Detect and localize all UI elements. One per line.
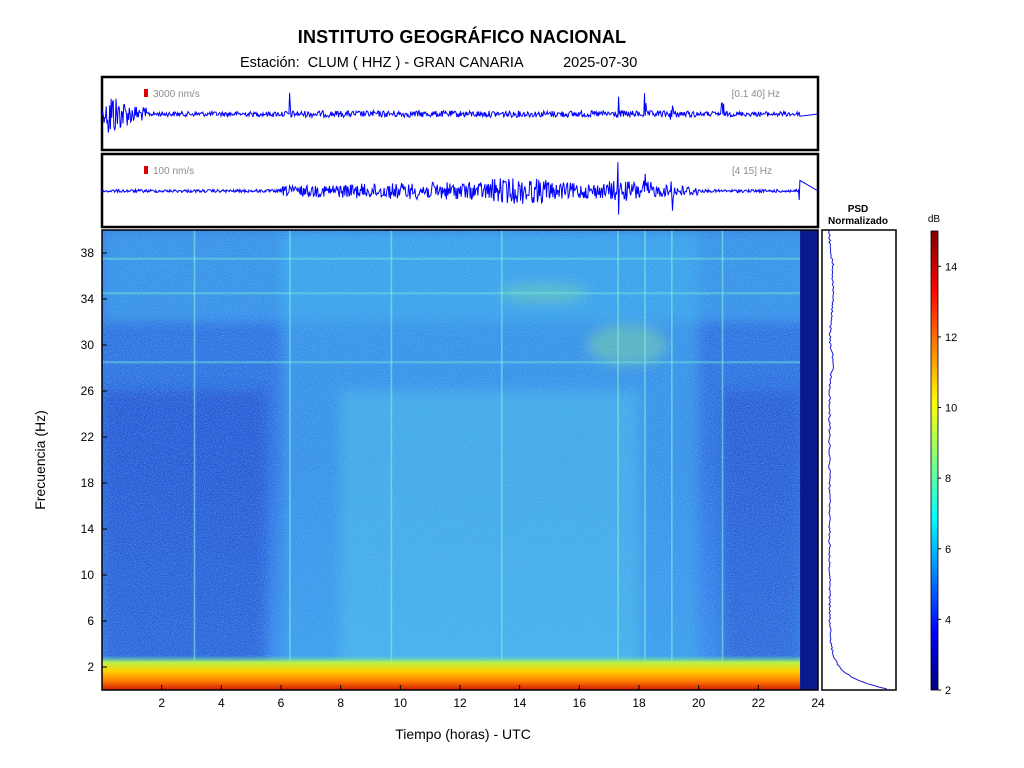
spectrogram-event-line (193, 230, 196, 690)
colorbar-tick-label: 4 (945, 614, 951, 626)
x-tick-label: 6 (278, 696, 285, 710)
chart-subtitle: Estación: CLUM ( HHZ ) - GRAN CANARIA 20… (240, 55, 637, 71)
colorbar-tick-label: 8 (945, 473, 951, 485)
spectrogram-event-line (500, 230, 503, 690)
scale-marker-filtered (144, 166, 148, 174)
y-tick-label: 14 (81, 522, 95, 536)
colorbar: dB 2 4 6 8 10 12 14 (928, 214, 957, 697)
psd-title-line2: Normalizado (828, 216, 888, 227)
y-tick-label: 38 (81, 246, 95, 260)
spectrogram-event-line (617, 230, 619, 690)
colorbar-unit: dB (928, 214, 941, 225)
x-tick-label: 16 (573, 696, 587, 710)
waveform-filtered-trace (101, 162, 819, 215)
spectrogram-low-frequency-band (102, 655, 801, 690)
y-tick-label: 18 (81, 476, 95, 490)
band-label-broadband: [0.1 40] Hz (732, 89, 780, 100)
spectrogram-event-line (671, 230, 673, 690)
spectrogram-event-line (390, 230, 393, 690)
waveform-panel-filtered: 100 nm/s [4 15] Hz (100, 152, 820, 229)
y-tick-label: 2 (87, 660, 94, 674)
x-tick-label: 10 (394, 696, 408, 710)
y-tick-label: 6 (87, 614, 94, 628)
spectrogram-panel: 2 4 6 8 10 12 14 16 18 20 22 24 261014182226303438 … (32, 229, 825, 742)
psd-panel: PSD Normalizado (821, 204, 897, 691)
spectrogram-no-data-strip (800, 230, 818, 690)
station-name: CLUM ( HHZ ) - GRAN CANARIA (307, 55, 523, 71)
spectrogram-band-line (102, 292, 801, 295)
x-tick-label: 2 (158, 696, 165, 710)
spectrogram-event-line (721, 230, 724, 690)
scale-marker-broadband (144, 89, 148, 97)
chart-title: INSTITUTO GEOGRÁFICO NACIONAL (297, 27, 627, 47)
colorbar-tick-label: 14 (945, 261, 957, 273)
spectrogram-band-line (102, 361, 801, 364)
waveform-panel-broadband: 3000 nm/s [0.1 40] Hz (100, 75, 820, 152)
y-tick-label: 34 (81, 292, 95, 306)
y-tick-label: 26 (81, 384, 95, 398)
y-tick-label: 22 (81, 430, 95, 444)
colorbar-tick-label: 10 (945, 403, 957, 415)
colorbar-tick-label: 6 (945, 544, 951, 556)
x-tick-label: 22 (752, 696, 766, 710)
date-label: 2025-07-30 (563, 55, 638, 71)
colorbar-tick-label: 2 (945, 685, 951, 697)
station-label: Estación: (240, 55, 300, 71)
y-axis-title: Frecuencia (Hz) (32, 410, 48, 510)
x-tick-label: 4 (218, 696, 225, 710)
y-tick-label: 30 (81, 338, 95, 352)
x-axis-title: Tiempo (horas) - UTC (395, 726, 531, 742)
psd-title-line1: PSD (848, 204, 869, 215)
spectrogram-event-line (289, 230, 291, 690)
waveform-broadband-trace (101, 92, 819, 133)
y-tick-label: 10 (81, 568, 95, 582)
spectrogram-band-line (102, 257, 801, 260)
psd-curve (828, 229, 887, 690)
colorbar-tick-label: 12 (945, 332, 957, 344)
x-tick-label: 18 (632, 696, 646, 710)
x-tick-label: 8 (337, 696, 344, 710)
x-tick-label: 24 (811, 696, 825, 710)
spectrogram-event-line (644, 230, 646, 690)
x-tick-label: 20 (692, 696, 706, 710)
band-label-filtered: [4 15] Hz (732, 166, 772, 177)
scale-label-filtered: 100 nm/s (153, 166, 194, 177)
scale-label-broadband: 3000 nm/s (153, 89, 200, 100)
x-tick-label: 12 (453, 696, 467, 710)
x-tick-label: 14 (513, 696, 527, 710)
